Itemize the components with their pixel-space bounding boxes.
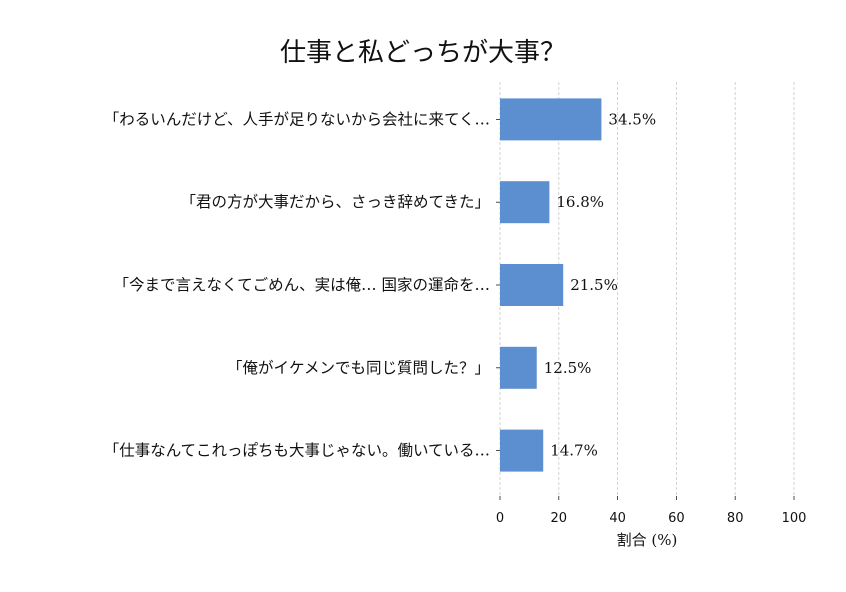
- category-label: 「今まで言えなくてごめん、実は俺… 国家の運命を…: [114, 276, 490, 294]
- x-tick-label: 20: [551, 511, 568, 526]
- bar: [500, 264, 564, 306]
- x-tick-label: 0: [496, 511, 504, 526]
- chart-title: 仕事と私どっちが大事？: [280, 38, 566, 68]
- category-label: 「俺がイケメンでも同じ質問した？」: [227, 359, 490, 377]
- bar-value-label: 16.8%: [556, 193, 604, 211]
- category-label: 「仕事なんてこれっぽちも大事じゃない。働いている…: [104, 442, 490, 460]
- bar: [500, 98, 602, 141]
- x-tick-label: 100: [782, 511, 807, 526]
- bar: [500, 346, 537, 389]
- x-tick-label: 40: [609, 511, 626, 526]
- bar-value-label: 34.5%: [608, 110, 656, 128]
- x-tick-label: 60: [668, 511, 685, 526]
- category-label: 「君の方が大事だから、さっき辞めてきた」: [180, 193, 490, 211]
- bar-value-label: 14.7%: [550, 442, 598, 460]
- bar-value-label: 12.5%: [544, 359, 592, 377]
- x-axis-label: 割合 (%): [617, 531, 678, 549]
- bar: [500, 181, 550, 224]
- category-label: 「わるいんだけど、人手が足りないから会社に来てく…: [104, 110, 490, 128]
- x-tick-label: 80: [727, 511, 744, 526]
- bar-value-label: 21.5%: [570, 276, 618, 294]
- bar: [500, 429, 544, 472]
